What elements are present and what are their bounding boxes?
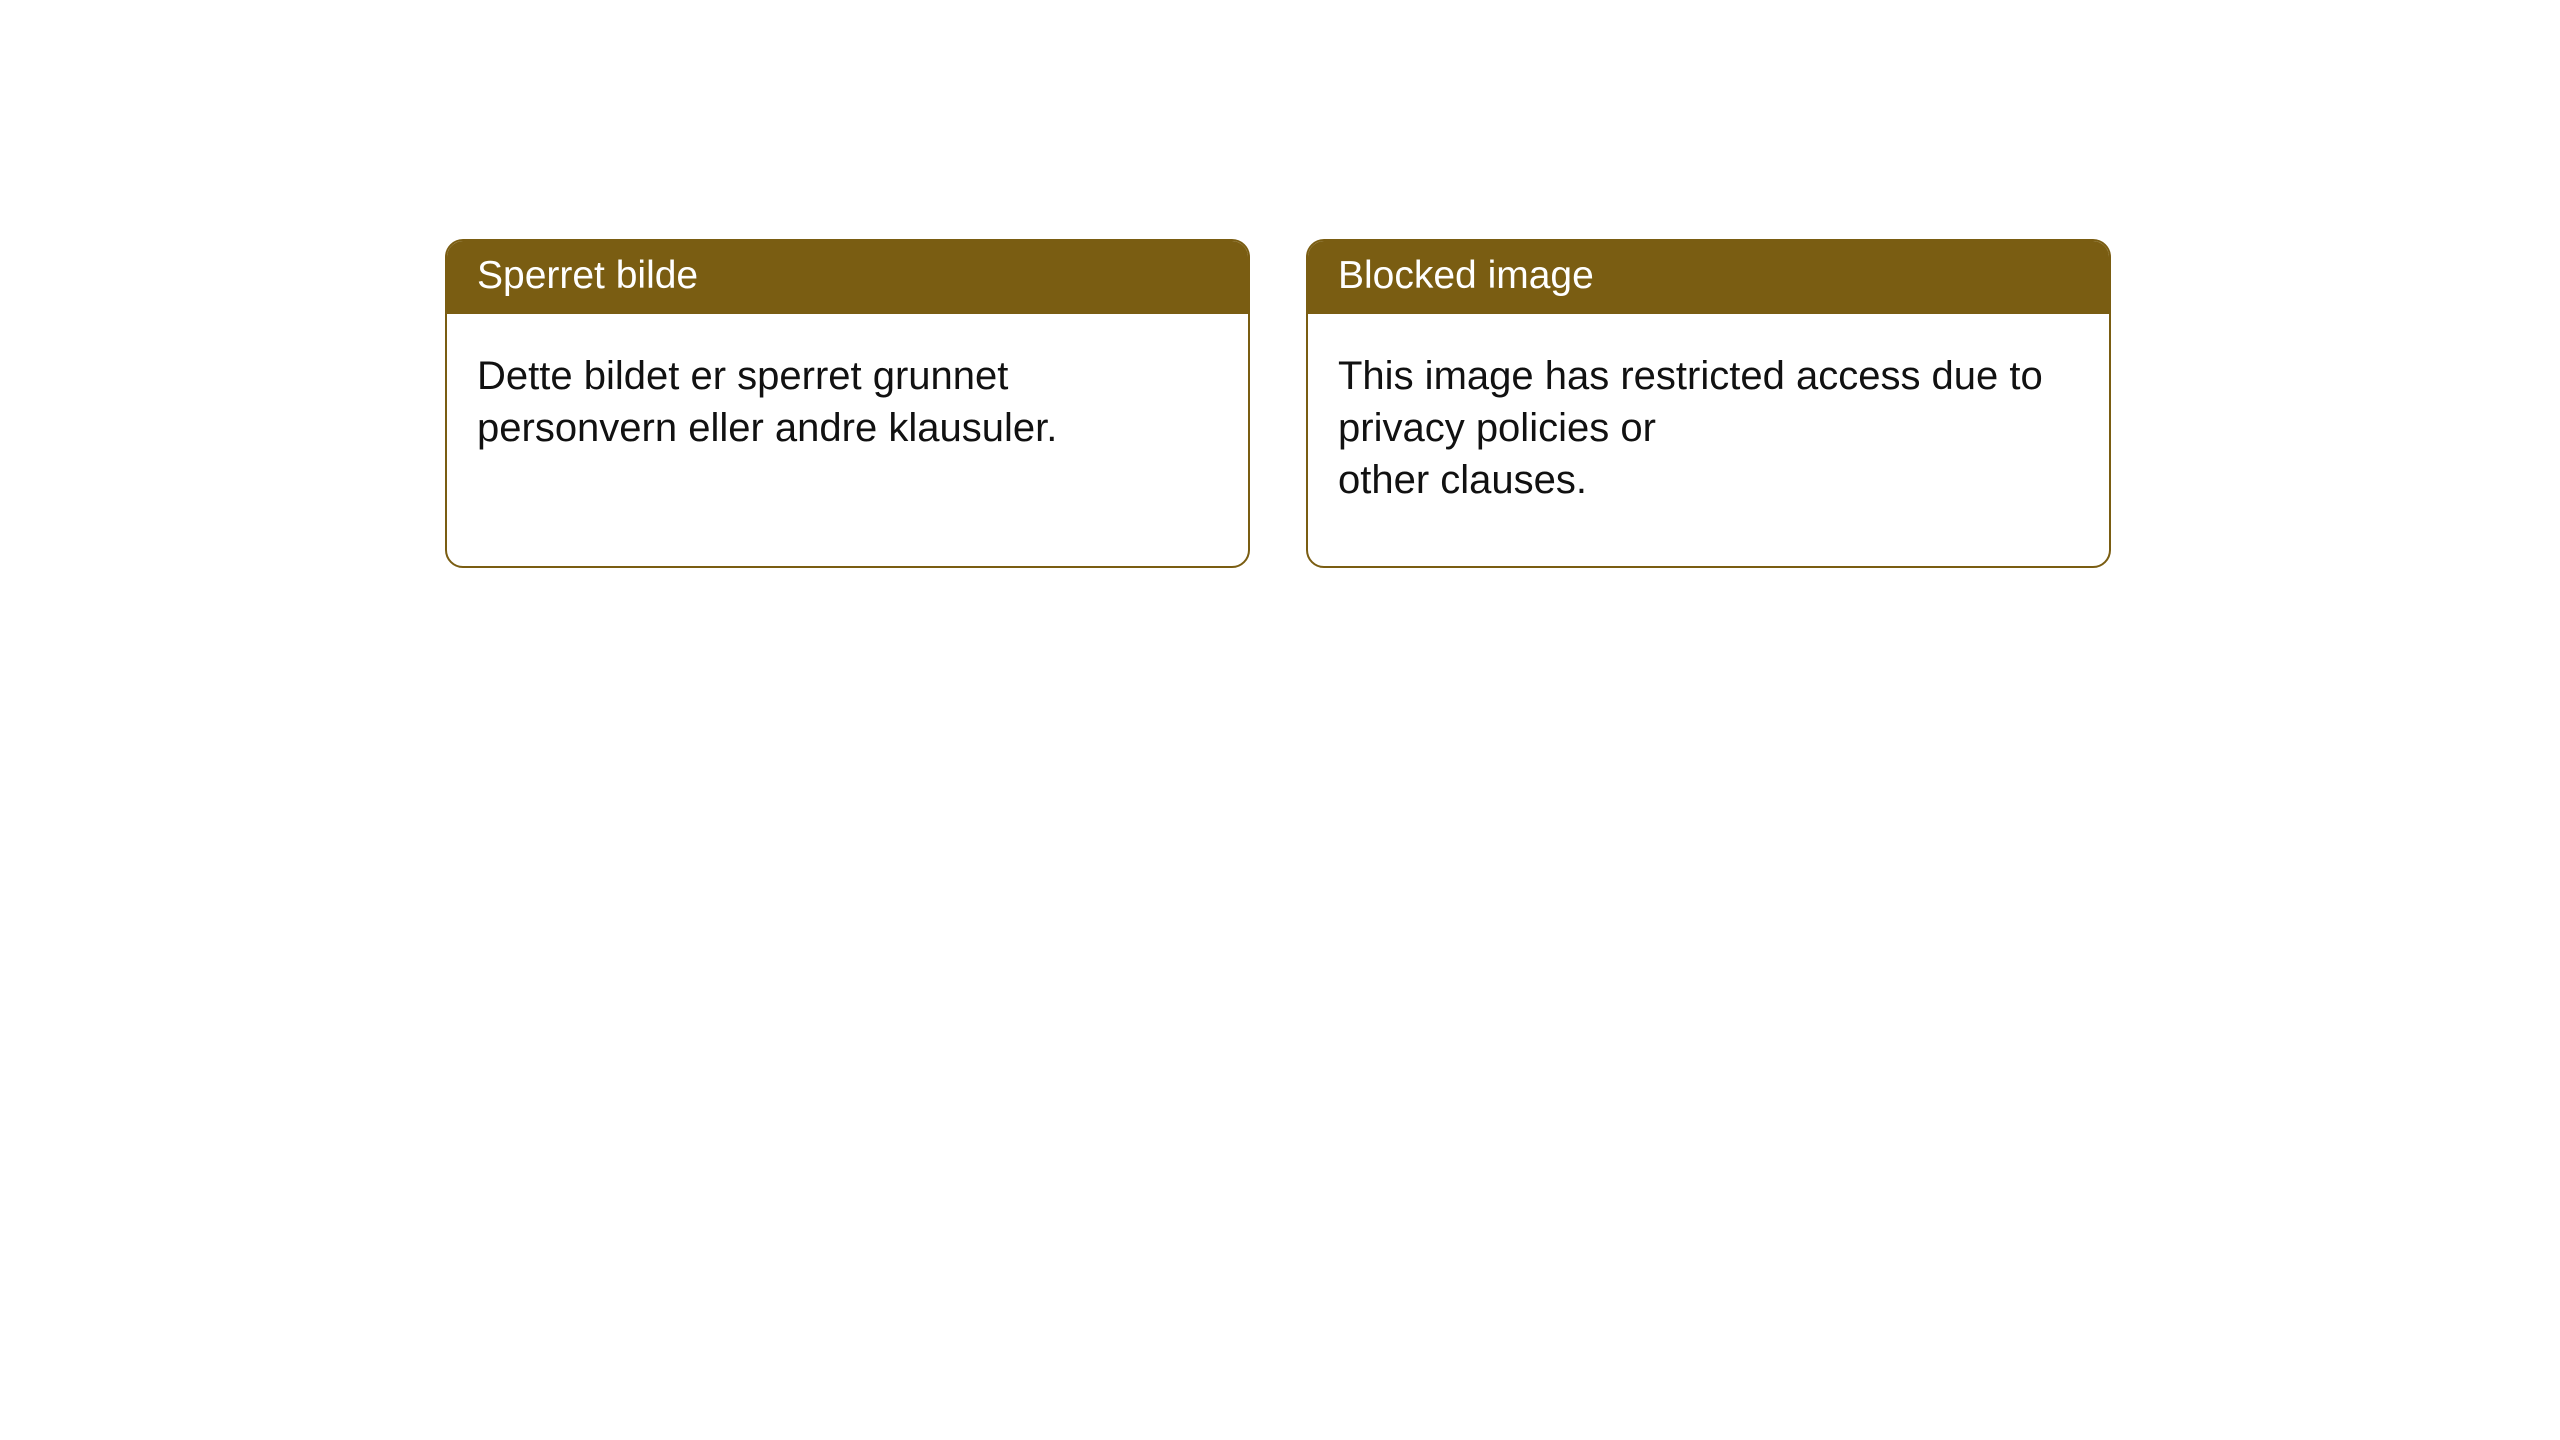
notice-title-norwegian: Sperret bilde	[447, 241, 1248, 314]
notice-text-english: This image has restricted access due to …	[1338, 350, 2079, 506]
notice-title-english: Blocked image	[1308, 241, 2109, 314]
notice-container: Sperret bilde Dette bildet er sperret gr…	[0, 0, 2560, 568]
notice-card-english: Blocked image This image has restricted …	[1306, 239, 2111, 568]
notice-card-norwegian: Sperret bilde Dette bildet er sperret gr…	[445, 239, 1250, 568]
notice-body-norwegian: Dette bildet er sperret grunnet personve…	[447, 314, 1248, 554]
notice-text-norwegian: Dette bildet er sperret grunnet personve…	[477, 350, 1218, 454]
notice-body-english: This image has restricted access due to …	[1308, 314, 2109, 566]
